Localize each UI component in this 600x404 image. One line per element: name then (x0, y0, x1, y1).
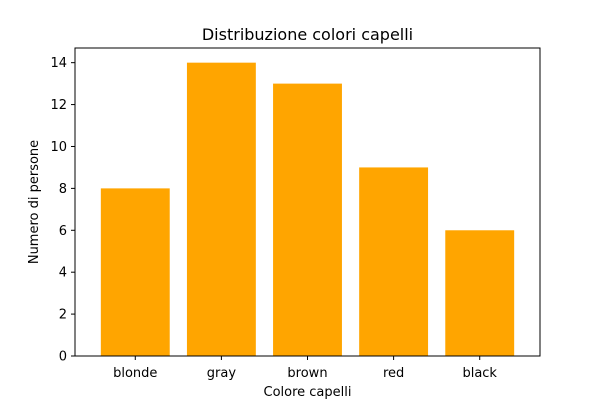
y-tick-label: 12 (50, 98, 67, 113)
y-tick-label: 4 (59, 266, 67, 281)
y-tick-label: 10 (50, 140, 67, 155)
x-tick-label-blonde: blonde (113, 366, 157, 381)
x-tick-label-brown: brown (287, 366, 327, 381)
y-axis-label: Numero di persone (27, 140, 42, 264)
y-tick-label: 14 (50, 56, 67, 71)
bars-layer (100, 62, 515, 357)
x-tick-label-black: black (462, 366, 497, 381)
y-tick-label: 6 (59, 224, 67, 239)
bar-blonde (100, 188, 170, 356)
y-tick-label: 2 (59, 308, 67, 323)
y-tick-label: 0 (59, 350, 67, 365)
bar-brown (273, 83, 342, 356)
y-axis-ticks: 0 2 4 6 8 10 12 14 (50, 56, 75, 365)
x-tick-label-gray: gray (207, 366, 237, 381)
bar-red (359, 167, 429, 356)
y-tick-label: 8 (59, 182, 67, 197)
x-axis-label: Colore capelli (264, 385, 352, 400)
x-axis-ticks: blonde gray brown red black (113, 356, 497, 381)
bar-black (445, 230, 515, 356)
plot-frame (74, 47, 541, 357)
x-tick-label-red: red (383, 366, 404, 381)
bar-gray (186, 62, 256, 357)
chart-title: Distribuzione colori capelli (202, 25, 413, 44)
